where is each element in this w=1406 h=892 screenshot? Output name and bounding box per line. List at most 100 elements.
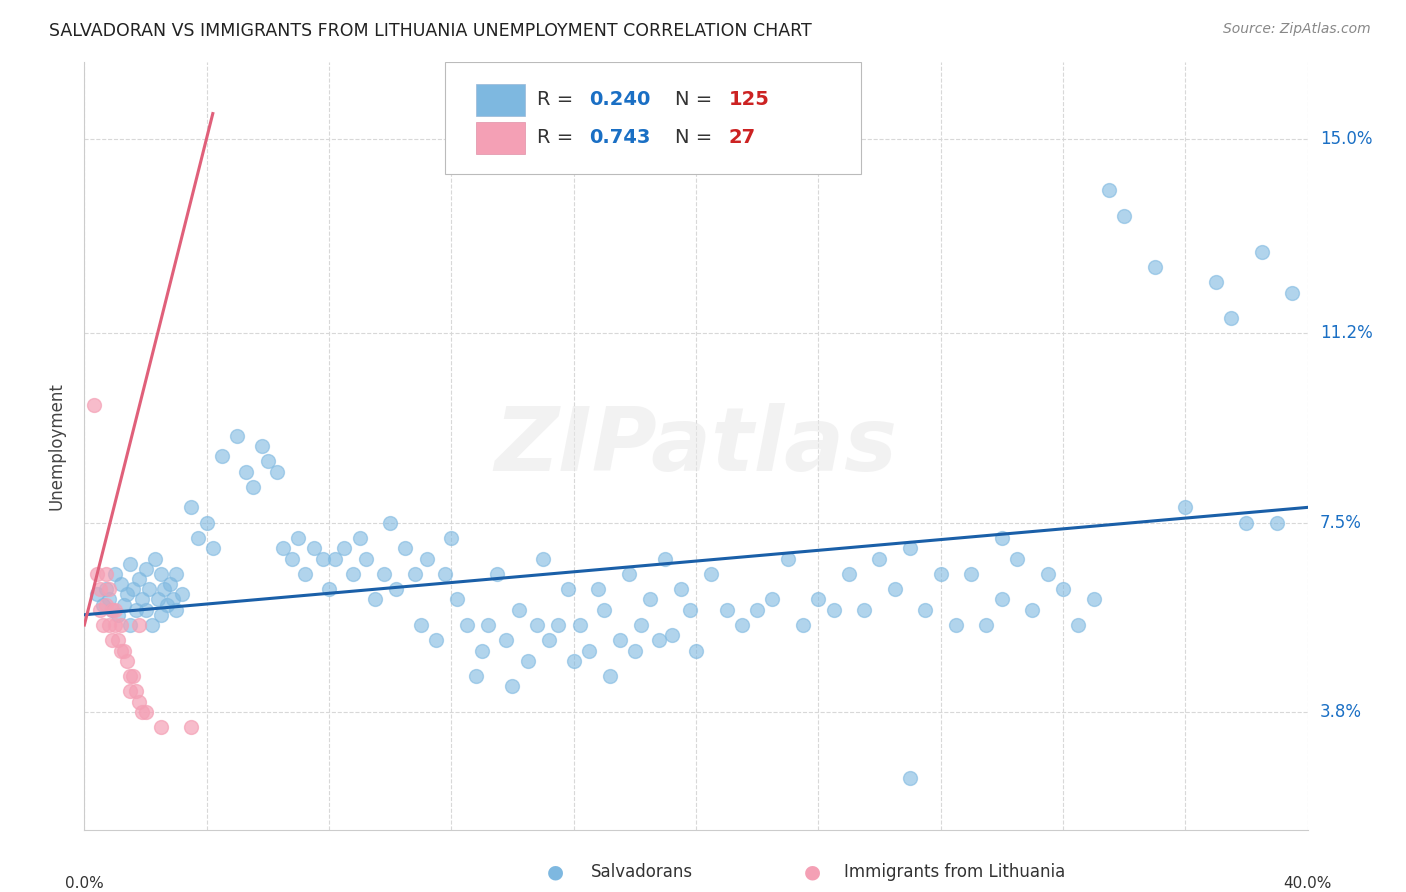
Text: ZIPatlas: ZIPatlas: [495, 402, 897, 490]
Point: [568, 618, 591, 632]
Point: [495, 633, 517, 648]
Point: [333, 541, 356, 556]
Point: [1281, 285, 1303, 300]
Point: [731, 618, 754, 632]
Point: [404, 566, 426, 581]
Point: [180, 720, 202, 734]
Point: [679, 602, 702, 616]
Point: [364, 592, 387, 607]
Point: [976, 618, 998, 632]
Point: [97, 592, 120, 607]
Point: [578, 643, 600, 657]
Point: [654, 551, 676, 566]
Point: [1114, 209, 1136, 223]
Point: [195, 516, 218, 530]
Text: 0.240: 0.240: [589, 90, 651, 109]
Point: [538, 633, 561, 648]
Point: [747, 602, 769, 616]
Point: [456, 618, 478, 632]
Point: [89, 602, 111, 616]
Point: [294, 566, 316, 581]
Text: 0.0%: 0.0%: [65, 876, 104, 890]
Point: [761, 592, 783, 607]
Point: [180, 500, 202, 515]
Point: [101, 602, 124, 616]
Point: [115, 587, 138, 601]
Point: [186, 531, 208, 545]
Text: N =: N =: [675, 128, 718, 147]
Point: [101, 602, 124, 616]
FancyBboxPatch shape: [475, 122, 524, 154]
Point: [898, 541, 921, 556]
Point: [250, 439, 273, 453]
Point: [630, 618, 652, 632]
Point: [342, 566, 364, 581]
Point: [302, 541, 325, 556]
Point: [128, 618, 150, 632]
Point: [471, 643, 494, 657]
Point: [1021, 602, 1043, 616]
Point: [349, 531, 371, 545]
Point: [1205, 276, 1227, 290]
Point: [101, 633, 124, 648]
Point: [1098, 183, 1121, 197]
Point: [112, 643, 135, 657]
Point: [162, 592, 184, 607]
Point: [172, 587, 194, 601]
Point: [135, 705, 157, 719]
Point: [318, 582, 340, 597]
Point: [557, 582, 579, 597]
Text: 27: 27: [728, 128, 756, 147]
Point: [586, 582, 609, 597]
Point: [120, 684, 142, 698]
Point: [700, 566, 723, 581]
Point: [516, 654, 538, 668]
Point: [425, 633, 447, 648]
Point: [143, 551, 166, 566]
Point: [86, 566, 108, 581]
Point: [502, 679, 524, 693]
Text: 7.5%: 7.5%: [1320, 514, 1361, 532]
Point: [312, 551, 335, 566]
Point: [122, 582, 145, 597]
Point: [823, 602, 845, 616]
Point: [120, 557, 142, 571]
Point: [110, 577, 132, 591]
Point: [883, 582, 905, 597]
Text: N =: N =: [675, 90, 718, 109]
Point: [165, 602, 187, 616]
Point: [131, 705, 153, 719]
Point: [149, 566, 172, 581]
Point: [125, 602, 148, 616]
Point: [617, 566, 640, 581]
Point: [107, 633, 129, 648]
Point: [146, 592, 169, 607]
Text: 3.8%: 3.8%: [1320, 703, 1362, 721]
Point: [141, 618, 163, 632]
Text: 11.2%: 11.2%: [1320, 325, 1372, 343]
Point: [104, 602, 127, 616]
Point: [104, 566, 127, 581]
Point: [792, 618, 814, 632]
Point: [685, 643, 707, 657]
Y-axis label: Unemployment: Unemployment: [48, 382, 66, 510]
Point: [945, 618, 967, 632]
Point: [86, 587, 108, 601]
Point: [242, 480, 264, 494]
Point: [135, 562, 157, 576]
Point: [409, 618, 432, 632]
Text: Salvadorans: Salvadorans: [591, 863, 693, 881]
Point: [1250, 244, 1272, 259]
Point: [91, 598, 114, 612]
Point: [531, 551, 554, 566]
Point: [638, 592, 661, 607]
Point: [562, 654, 585, 668]
Point: [1005, 551, 1028, 566]
Point: [149, 720, 172, 734]
Point: [257, 454, 280, 468]
Point: [97, 618, 120, 632]
Point: [661, 628, 683, 642]
Text: Immigrants from Lithuania: Immigrants from Lithuania: [844, 863, 1064, 881]
Point: [266, 465, 288, 479]
Point: [135, 602, 157, 616]
